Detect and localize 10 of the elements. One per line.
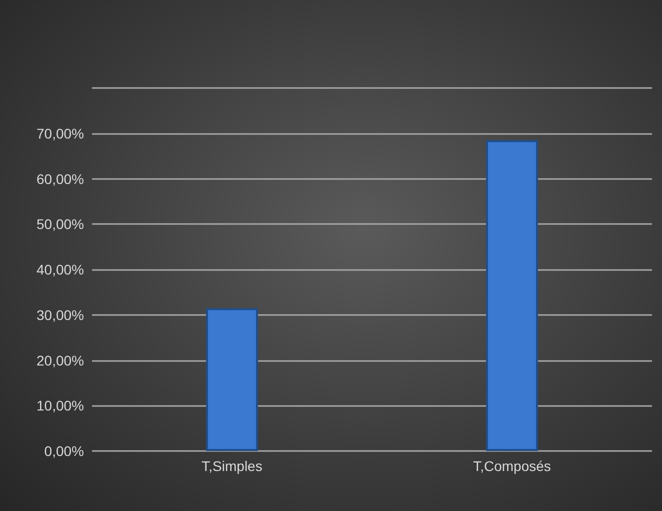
- x-tick-label: T,Simples: [202, 458, 262, 474]
- y-tick-label: 40,00%: [36, 262, 84, 278]
- y-tick-label: 30,00%: [36, 306, 84, 323]
- y-tick-label: 0,00%: [44, 443, 84, 459]
- y-tick-label: 10,00%: [36, 398, 84, 414]
- y-tick-label: 20,00%: [36, 352, 84, 368]
- y-tick-label: 70,00%: [36, 125, 84, 142]
- y-tick-label: 60,00%: [36, 170, 84, 187]
- y-tick-label: 50,00%: [36, 216, 84, 232]
- x-tick-label: T,Composés: [473, 458, 551, 474]
